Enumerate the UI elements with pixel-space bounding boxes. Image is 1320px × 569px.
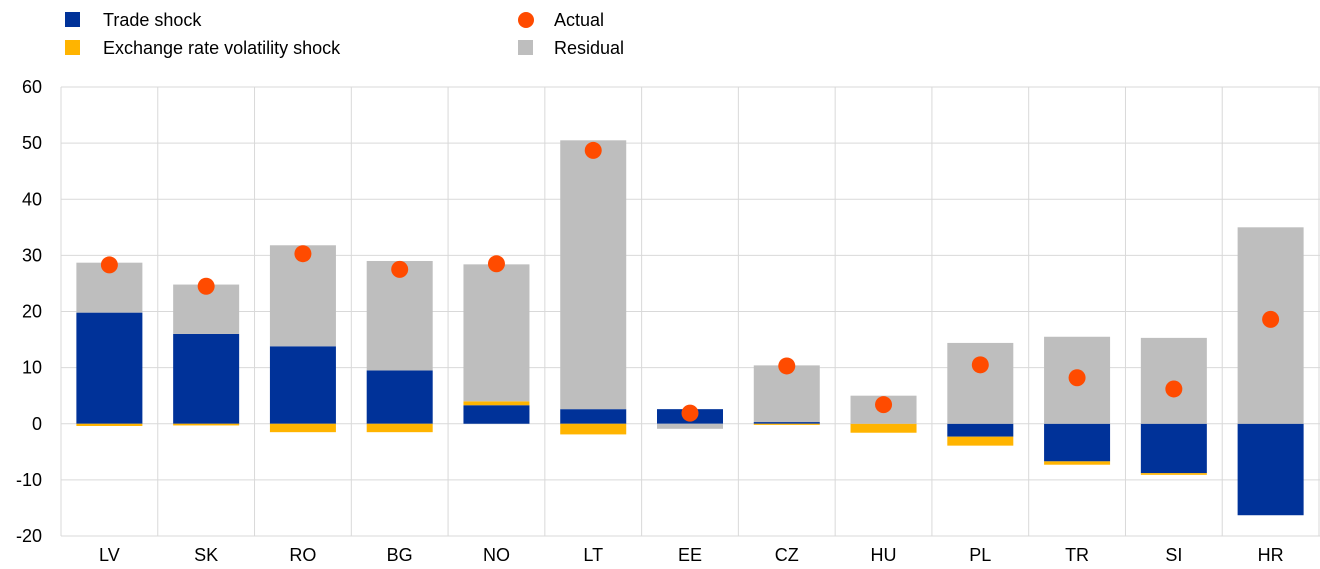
bar-exchange-rate-volatility-shock-lt: [560, 423, 627, 435]
bar-exchange-rate-volatility-shock-hu: [850, 423, 917, 433]
actual-marker-pl: [971, 356, 989, 374]
bar-exchange-rate-volatility-shock-ro: [269, 423, 336, 433]
bar-exchange-rate-volatility-shock-bg: [366, 423, 433, 433]
bar-exchange-rate-volatility-shock-pl: [947, 436, 1014, 446]
y-tick-label: -10: [16, 470, 42, 490]
actual-marker-bg: [391, 260, 409, 278]
y-tick-label: 60: [22, 77, 42, 97]
legend-marker-actual: [518, 12, 534, 28]
actual-marker-no: [487, 255, 505, 273]
bar-trade-shock-bg: [366, 370, 433, 424]
bar-residual-bg: [366, 260, 433, 371]
actual-marker-lv: [100, 256, 118, 274]
x-tick-label-tr: TR: [1065, 545, 1089, 565]
y-tick-label: 20: [22, 302, 42, 322]
y-tick-label: -20: [16, 526, 42, 546]
plot-area: -20 -10 0 10 20 30 40 50 60 LV SK RO BG NO LT EE CZ HU PL T…: [16, 77, 1320, 565]
legend-label-exchange-rate-volatility-shock: Exchange rate volatility shock: [103, 38, 341, 58]
actual-marker-tr: [1068, 369, 1086, 387]
bar-trade-shock-tr: [1044, 423, 1111, 462]
bar-trade-shock-lt: [560, 409, 627, 424]
legend-swatch-exchange-rate-volatility-shock: [65, 40, 80, 55]
legend-label-actual: Actual: [554, 10, 604, 30]
bar-residual-cz: [753, 365, 820, 423]
bar-residual-lt: [560, 140, 627, 410]
bar-trade-shock-pl: [947, 423, 1014, 437]
bar-exchange-rate-volatility-shock-si: [1140, 473, 1207, 475]
actual-marker-lt: [584, 141, 602, 159]
bar-exchange-rate-volatility-shock-tr: [1044, 461, 1111, 465]
bar-trade-shock-ro: [269, 346, 336, 424]
x-tick-label-no: NO: [483, 545, 510, 565]
bar-trade-shock-no: [463, 405, 530, 424]
y-tick-label: 40: [22, 189, 42, 209]
bar-trade-shock-lv: [76, 312, 143, 424]
x-tick-label-lt: LT: [583, 545, 603, 565]
actual-marker-si: [1165, 380, 1183, 398]
bar-exchange-rate-volatility-shock-sk: [173, 423, 240, 426]
actual-marker-hu: [875, 396, 893, 414]
bar-exchange-rate-volatility-shock-lv: [76, 423, 143, 426]
y-tick-label: 10: [22, 358, 42, 378]
bar-residual-no: [463, 264, 530, 402]
x-tick-label-hr: HR: [1258, 545, 1284, 565]
actual-marker-sk: [197, 277, 215, 295]
x-tick-label-ro: RO: [289, 545, 316, 565]
legend-swatch-residual: [518, 40, 533, 55]
bar-trade-shock-sk: [173, 333, 240, 424]
actual-marker-hr: [1262, 310, 1280, 328]
x-tick-label-lv: LV: [99, 545, 120, 565]
bar-residual-ee: [657, 423, 723, 429]
legend-swatch-trade-shock: [65, 12, 80, 27]
x-tick-label-sk: SK: [194, 545, 218, 565]
x-tick-label-pl: PL: [969, 545, 991, 565]
y-tick-label: 50: [22, 133, 42, 153]
actual-marker-ro: [294, 245, 312, 263]
legend-label-trade-shock: Trade shock: [103, 10, 202, 30]
x-tick-label-si: SI: [1165, 545, 1182, 565]
legend: Trade shock Exchange rate volatility sho…: [65, 10, 624, 58]
bar-residual-pl: [947, 342, 1014, 424]
bar-trade-shock-hr: [1237, 423, 1304, 516]
y-tick-label: 0: [32, 414, 42, 434]
legend-label-residual: Residual: [554, 38, 624, 58]
bar-exchange-rate-volatility-shock-cz: [753, 423, 820, 425]
bar-exchange-rate-volatility-shock-no: [463, 401, 530, 406]
x-tick-label-hu: HU: [871, 545, 897, 565]
bar-trade-shock-cz: [753, 422, 820, 424]
x-tick-label-ee: EE: [678, 545, 702, 565]
bar-trade-shock-si: [1140, 423, 1207, 474]
y-tick-label: 30: [22, 245, 42, 265]
actual-marker-cz: [778, 357, 796, 375]
x-tick-label-cz: CZ: [775, 545, 799, 565]
x-tick-label-bg: BG: [387, 545, 413, 565]
actual-marker-ee: [681, 404, 699, 422]
